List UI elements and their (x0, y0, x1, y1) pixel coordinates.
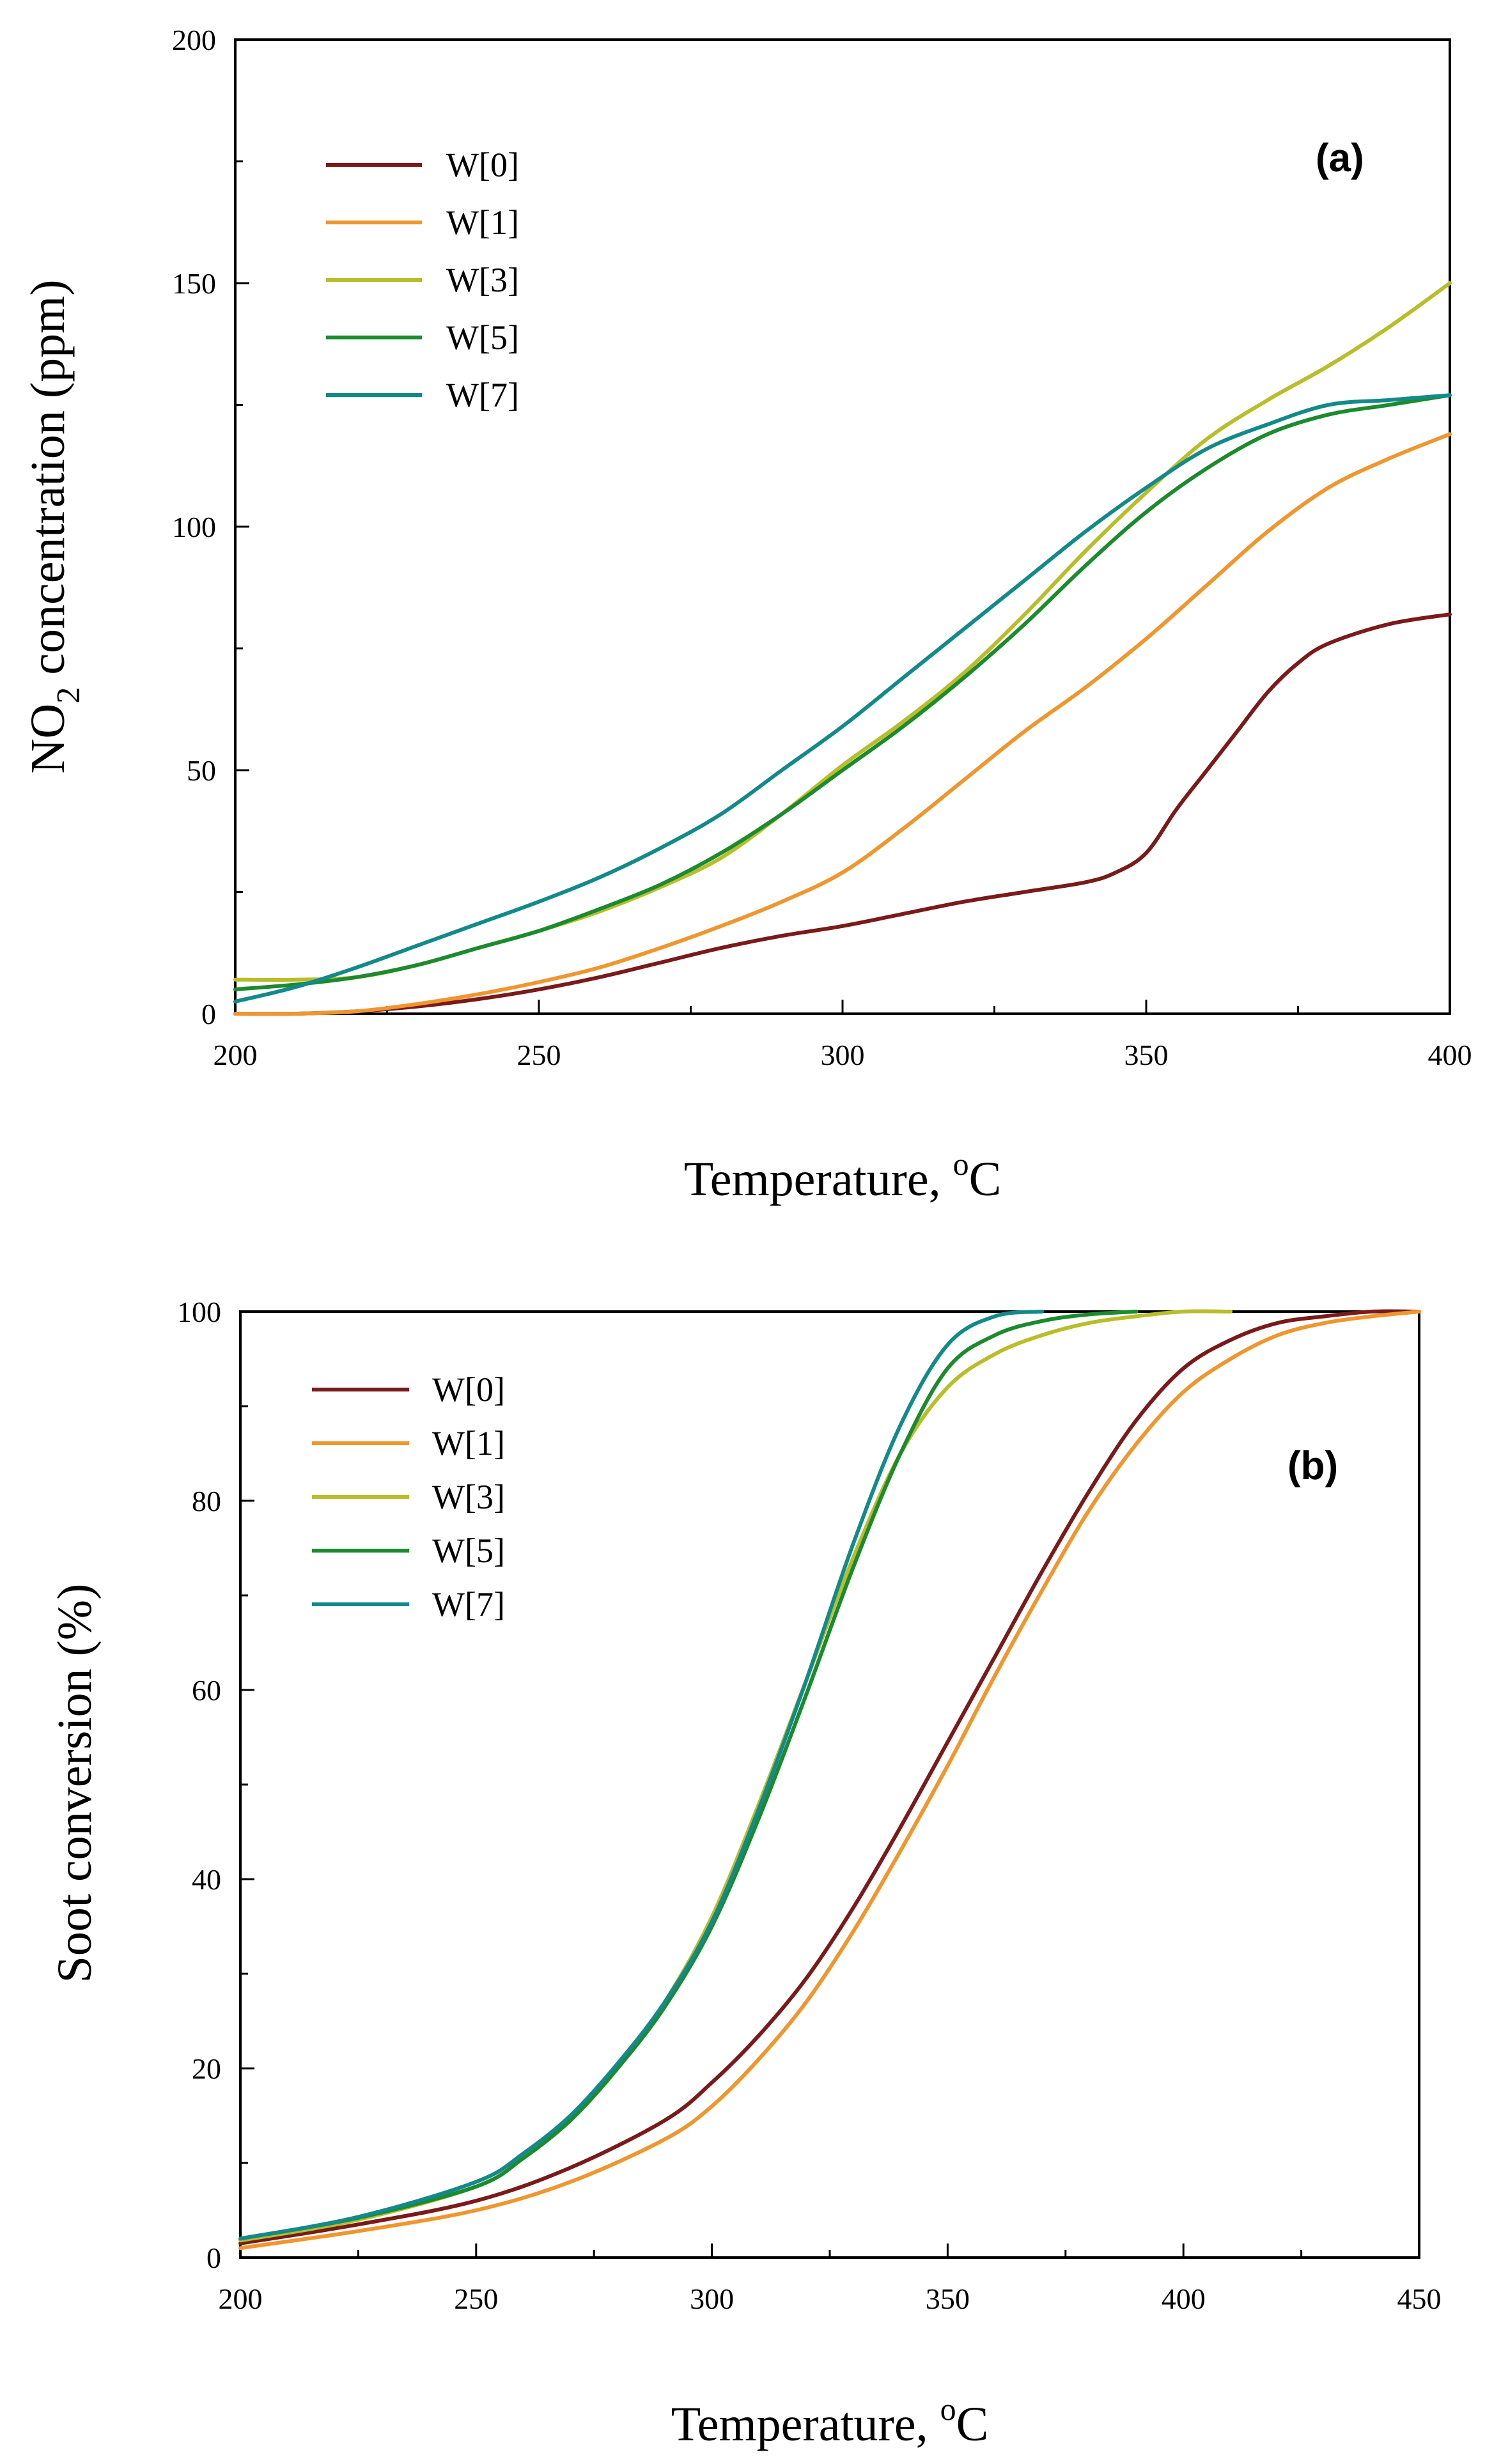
panel-a-label: (a) (1316, 136, 1364, 180)
x-tick-label: 450 (1397, 2282, 1442, 2315)
x-tick-label: 400 (1428, 1039, 1472, 1071)
legend-label-w3: W[3] (446, 261, 519, 299)
series-line-w7 (235, 395, 1450, 1002)
y-tick-label: 60 (192, 1674, 221, 1707)
x-tick-label: 200 (219, 2282, 263, 2315)
series-line-w0 (235, 614, 1450, 1014)
y-tick-label: 0 (201, 998, 216, 1030)
series-line-w3 (235, 283, 1450, 980)
panel-a-plot-frame (235, 40, 1450, 1014)
y-tick-label: 0 (206, 2242, 221, 2274)
figure: 050100150200 200 250 300 350 400 W[0]W[1]W[3… (0, 0, 1501, 2464)
y-tick-label: 50 (187, 754, 216, 787)
y-tick-label: 40 (192, 1863, 221, 1896)
y-tick-label: 150 (172, 267, 216, 300)
panel-b-legend: W[0] W[1] W[3] W[5] W[7] (312, 1370, 505, 1623)
y-tick-label: 200 (172, 24, 216, 56)
series-line-w5 (240, 1312, 1136, 2238)
series-line-w7 (240, 1312, 1042, 2238)
series-line-w1 (240, 1312, 1419, 2248)
panel-a-y-axis-title: NO2 concentration (ppm) (21, 279, 87, 773)
x-tick-label: 200 (214, 1039, 258, 1071)
panel-b-soot-conversion-chart: 0 20 40 60 80 100 200 250 300 350 400 450 W[0] W[1]… (48, 1296, 1442, 2451)
legend-label-w7: W[7] (446, 376, 519, 414)
legend-label-w0: W[0] (432, 1370, 505, 1409)
y-tick-label: 100 (177, 1296, 221, 1328)
legend-label-w5: W[5] (432, 1531, 505, 1570)
x-tick-label: 300 (821, 1039, 865, 1071)
y-tick-label: 20 (192, 2052, 221, 2085)
x-tick-label: 400 (1162, 2282, 1206, 2315)
panel-a-x-axis-title: Temperature, oC (684, 1146, 1002, 1206)
panel-a-no2-concentration-chart: 0 50 100 150 200 200 250 300 350 400 W[0] W[1] W[3… (21, 24, 1472, 1206)
legend-label-w3: W[3] (432, 1478, 505, 1516)
x-tick-label: 250 (454, 2282, 498, 2315)
legend-label-w1: W[1] (446, 203, 519, 242)
y-tick-label: 80 (192, 1485, 221, 1517)
legend-label-w5: W[5] (446, 318, 519, 357)
series-line-w3 (240, 1311, 1231, 2240)
legend-label-w0: W[0] (446, 146, 519, 184)
y-tick-label: 100 (172, 511, 216, 543)
panel-b-label: (b) (1287, 1444, 1338, 1488)
legend-label-w1: W[1] (432, 1424, 505, 1462)
panel-b-plot-frame (240, 1312, 1419, 2258)
x-tick-label: 250 (517, 1039, 561, 1071)
panel-a-legend: W[0] W[1] W[3] W[5] W[7] (326, 146, 519, 414)
legend-label-w7: W[7] (432, 1585, 505, 1623)
panel-b-y-axis-title: Soot conversion (%) (48, 1584, 102, 1983)
x-tick-label: 350 (1124, 1039, 1169, 1071)
x-tick-label: 300 (690, 2282, 734, 2315)
panel-b-x-axis-title: Temperature, oC (671, 2391, 989, 2451)
x-tick-label: 350 (926, 2282, 970, 2315)
series-line-w0 (240, 1311, 1419, 2243)
